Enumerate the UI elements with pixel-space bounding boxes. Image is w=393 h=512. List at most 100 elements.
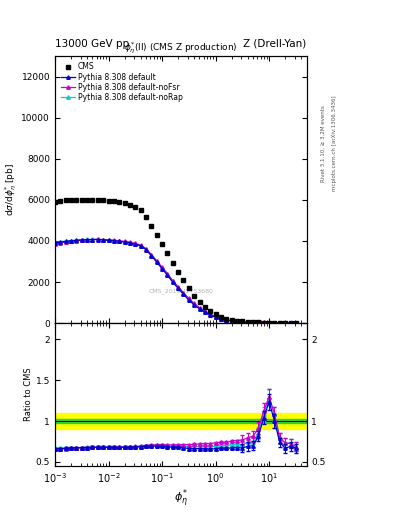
Pythia 8.308 default-noFsr <box>79 237 84 243</box>
CMS <box>213 311 218 317</box>
Pythia 8.308 default-noFsr <box>74 238 79 244</box>
CMS <box>90 197 95 203</box>
Pythia 8.308 default-noFsr <box>213 314 218 320</box>
Text: 13000 GeV pp: 13000 GeV pp <box>55 38 129 49</box>
CMS <box>288 320 293 326</box>
Pythia 8.308 default-noRap <box>192 301 196 307</box>
CMS <box>138 207 143 214</box>
CMS <box>165 250 170 256</box>
Pythia 8.308 default-noFsr <box>128 239 132 245</box>
Pythia 8.308 default-noFsr <box>112 237 116 243</box>
CMS <box>144 214 149 220</box>
Pythia 8.308 default-noFsr <box>261 319 266 326</box>
Pythia 8.308 default <box>288 320 293 326</box>
CMS <box>208 308 213 314</box>
Line: Pythia 8.308 default-noFsr: Pythia 8.308 default-noFsr <box>53 238 298 325</box>
Pythia 8.308 default <box>58 239 63 245</box>
Pythia 8.308 default-noFsr <box>272 319 277 326</box>
Line: CMS: CMS <box>53 198 298 325</box>
Pythia 8.308 default-noRap <box>165 271 170 278</box>
Pythia 8.308 default-noRap <box>202 309 207 315</box>
Pythia 8.308 default-noFsr <box>63 239 68 245</box>
CMS <box>85 197 90 203</box>
Pythia 8.308 default-noRap <box>230 318 234 324</box>
Pythia 8.308 default-noFsr <box>219 315 223 322</box>
CMS <box>283 320 288 326</box>
Pythia 8.308 default-noRap <box>149 252 154 258</box>
Pythia 8.308 default-noFsr <box>294 320 298 326</box>
CMS <box>122 200 127 206</box>
Pythia 8.308 default-noFsr <box>251 319 255 326</box>
Text: Z (Drell-Yan): Z (Drell-Yan) <box>243 38 307 49</box>
Pythia 8.308 default <box>90 237 95 243</box>
Pythia 8.308 default-noRap <box>267 319 272 326</box>
CMS <box>219 314 223 320</box>
Pythia 8.308 default-noFsr <box>58 240 63 246</box>
Pythia 8.308 default <box>235 318 239 325</box>
CMS <box>176 269 180 275</box>
Pythia 8.308 default-noFsr <box>165 270 170 276</box>
Pythia 8.308 default-noRap <box>176 285 180 291</box>
Text: mcplots.cern.ch [arXiv:1306.3436]: mcplots.cern.ch [arXiv:1306.3436] <box>332 96 337 191</box>
Pythia 8.308 default-noRap <box>128 240 132 246</box>
Pythia 8.308 default <box>138 243 143 249</box>
Pythia 8.308 default-noRap <box>288 320 293 326</box>
Pythia 8.308 default-noFsr <box>138 242 143 248</box>
Line: Pythia 8.308 default: Pythia 8.308 default <box>53 238 298 325</box>
Pythia 8.308 default-noRap <box>277 320 282 326</box>
Pythia 8.308 default-noFsr <box>122 238 127 244</box>
Pythia 8.308 default <box>63 238 68 244</box>
Pythia 8.308 default <box>181 291 186 297</box>
Bar <box>55 413 307 429</box>
X-axis label: $\phi_{\eta}^{*}$: $\phi_{\eta}^{*}$ <box>174 487 188 509</box>
CMS <box>53 199 57 205</box>
Pythia 8.308 default <box>106 237 111 243</box>
Pythia 8.308 default <box>245 319 250 325</box>
Pythia 8.308 default <box>251 319 255 326</box>
Pythia 8.308 default <box>256 319 261 326</box>
Pythia 8.308 default-noRap <box>294 320 298 326</box>
Pythia 8.308 default <box>170 279 175 285</box>
Pythia 8.308 default-noRap <box>112 238 116 244</box>
CMS <box>230 317 234 323</box>
CMS <box>95 197 100 203</box>
Pythia 8.308 default-noFsr <box>176 284 180 290</box>
Pythia 8.308 default <box>79 237 84 243</box>
Pythia 8.308 default <box>133 241 138 247</box>
CMS <box>192 292 196 298</box>
Line: Pythia 8.308 default-noRap: Pythia 8.308 default-noRap <box>53 238 298 325</box>
Pythia 8.308 default-noRap <box>235 318 239 325</box>
CMS <box>69 197 73 203</box>
CMS <box>106 198 111 204</box>
CMS <box>277 320 282 326</box>
CMS <box>267 319 272 326</box>
Pythia 8.308 default <box>53 240 57 246</box>
CMS <box>235 317 239 324</box>
Pythia 8.308 default-noFsr <box>245 319 250 325</box>
Pythia 8.308 default-noRap <box>197 305 202 311</box>
Pythia 8.308 default <box>219 316 223 322</box>
Pythia 8.308 default-noRap <box>90 236 95 242</box>
Pythia 8.308 default-noRap <box>95 236 100 242</box>
Pythia 8.308 default-noRap <box>106 237 111 243</box>
Pythia 8.308 default-noRap <box>240 319 245 325</box>
Pythia 8.308 default-noFsr <box>170 278 175 284</box>
Pythia 8.308 default <box>95 237 100 243</box>
Pythia 8.308 default <box>197 306 202 312</box>
Pythia 8.308 default-noRap <box>85 236 90 242</box>
Pythia 8.308 default-noRap <box>79 237 84 243</box>
Pythia 8.308 default-noFsr <box>235 318 239 324</box>
Pythia 8.308 default-noRap <box>170 279 175 285</box>
Pythia 8.308 default <box>165 272 170 279</box>
Pythia 8.308 default <box>69 238 73 244</box>
Pythia 8.308 default <box>122 239 127 245</box>
Pythia 8.308 default <box>128 240 132 246</box>
Pythia 8.308 default <box>261 319 266 326</box>
Pythia 8.308 default-noFsr <box>53 241 57 247</box>
CMS <box>160 241 164 247</box>
CMS <box>261 319 266 326</box>
Pythia 8.308 default-noFsr <box>160 264 164 270</box>
Pythia 8.308 default-noRap <box>181 290 186 296</box>
CMS <box>240 318 245 325</box>
Pythia 8.308 default-noRap <box>224 317 229 323</box>
